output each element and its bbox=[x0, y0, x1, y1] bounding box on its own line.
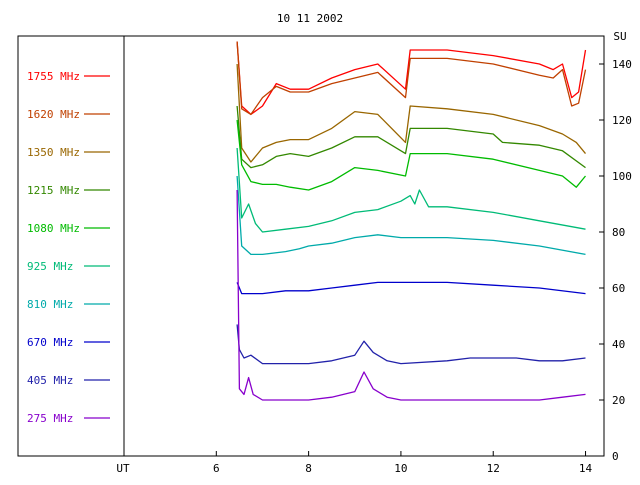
x-tick-label: 12 bbox=[487, 462, 500, 475]
legend-label: 925 MHz bbox=[27, 260, 73, 273]
plot-frame bbox=[17, 35, 605, 457]
y-tick-label: 80 bbox=[612, 226, 625, 239]
series-line bbox=[236, 281, 586, 295]
x-tick-label: 10 bbox=[394, 462, 407, 475]
x-tick-label: 6 bbox=[213, 462, 220, 475]
y-axis-label: SU bbox=[613, 30, 626, 43]
series-line bbox=[236, 119, 587, 191]
y-axis-ticks: 0 20 40 60 80 100 120 140 bbox=[599, 58, 632, 463]
legend-label: 1080 MHz bbox=[27, 222, 80, 235]
legend-label: 1215 MHz bbox=[27, 184, 80, 197]
series-line bbox=[236, 175, 586, 256]
legend-label: 1755 MHz bbox=[27, 70, 80, 83]
legend-label: 405 MHz bbox=[27, 374, 73, 387]
x-tick-label: 8 bbox=[305, 462, 312, 475]
legend-label: 1350 MHz bbox=[27, 146, 80, 159]
y-tick-label: 20 bbox=[612, 394, 625, 407]
legend-label: 810 MHz bbox=[27, 298, 73, 311]
series-line bbox=[236, 41, 587, 116]
series-line bbox=[236, 41, 587, 116]
y-tick-label: 40 bbox=[612, 338, 625, 351]
series-line bbox=[236, 189, 586, 401]
legend-label: 1620 MHz bbox=[27, 108, 80, 121]
x-axis-ticks: 6 8 10 12 14 bbox=[213, 451, 593, 475]
y-tick-label: 0 bbox=[612, 450, 619, 463]
x-axis-label: UT bbox=[116, 462, 130, 475]
y-tick-label: 100 bbox=[612, 170, 632, 183]
y-tick-label: 140 bbox=[612, 58, 632, 71]
legend-label: 275 MHz bbox=[27, 412, 73, 425]
series-line bbox=[236, 105, 586, 169]
series-line bbox=[236, 324, 586, 365]
y-tick-label: 60 bbox=[612, 282, 625, 295]
legend-label: 670 MHz bbox=[27, 336, 73, 349]
legend: 1755 MHz 1620 MHz 1350 MHz 1215 MHz 1080 MHz… bbox=[27, 70, 110, 425]
y-tick-label: 120 bbox=[612, 114, 632, 127]
series-lines bbox=[236, 41, 587, 401]
x-tick-label: 14 bbox=[579, 462, 593, 475]
series-line bbox=[236, 147, 586, 233]
chart-title: 10 11 2002 bbox=[277, 12, 343, 25]
series-line bbox=[236, 63, 587, 163]
